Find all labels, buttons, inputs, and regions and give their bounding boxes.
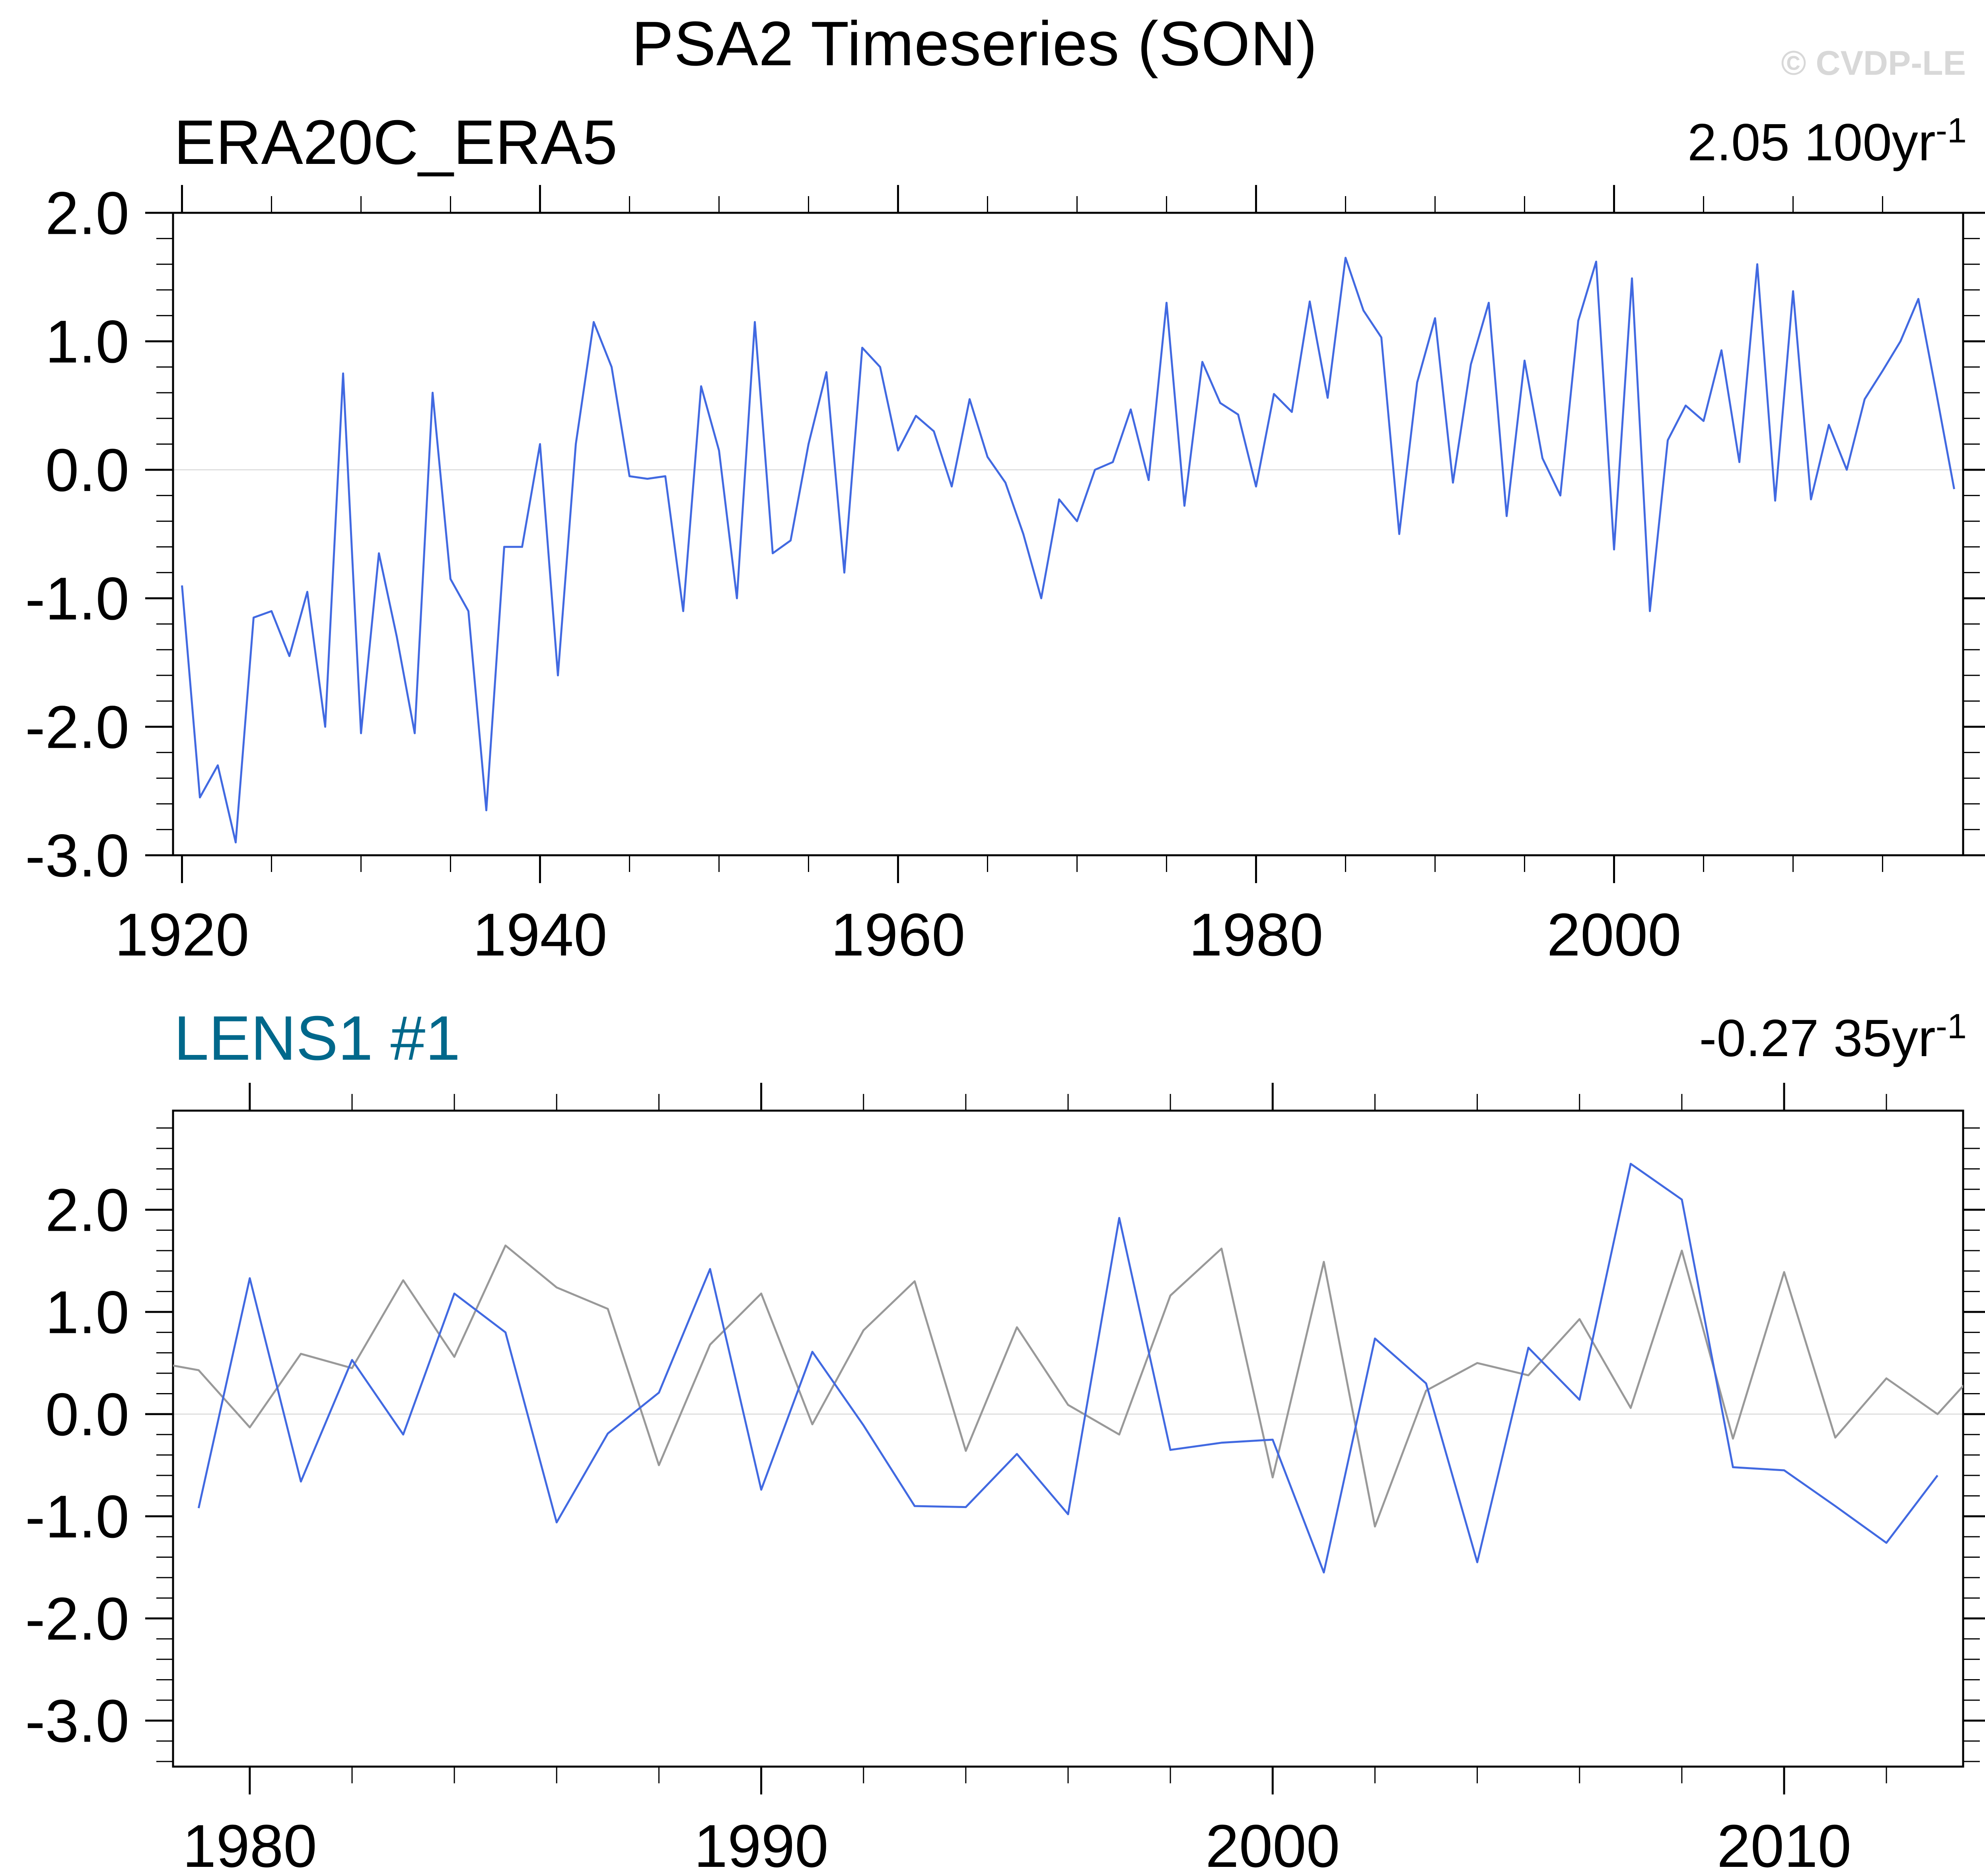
x-axis-tick-label: 1940: [473, 901, 607, 969]
y-axis-tick-label: 0.0: [45, 436, 129, 504]
x-axis-tick-label: 1960: [831, 901, 965, 969]
y-axis-tick-label: 2.0: [45, 179, 129, 247]
y-axis-tick-label: 1.0: [45, 308, 129, 376]
panel2-trend-exponent: -1: [1935, 1006, 1967, 1046]
y-axis-tick-label: -2.0: [25, 693, 129, 761]
y-axis-tick-label: -1.0: [25, 1483, 129, 1551]
panel2-label: LENS1 #1: [174, 1003, 461, 1073]
panel2-trend: -0.27 35yr-1: [1699, 1008, 1967, 1068]
timeseries-line-lens1-1: [197, 1163, 1938, 1574]
chart-title: PSA2 Timeseries (SON): [631, 9, 1318, 79]
panel2-trend-value: -0.27: [1699, 1009, 1819, 1067]
panel1-trend-exponent: -1: [1935, 111, 1967, 150]
panel2-plot: 2.0 1.0 0.0 -1.0 -2.0 -3.0 1980 1990 2000 2010: [25, 1083, 1985, 1876]
x-axis-tick-label: 1980: [183, 1812, 317, 1876]
y-axis-tick-label: -3.0: [25, 1687, 129, 1755]
x-axis-tick-label: 2010: [1717, 1812, 1851, 1876]
panel1-plot: 2.0 1.0 0.0 -1.0 -2.0 -3.0 1920 1940 1960 1980 200…: [25, 179, 1985, 969]
panel1-label: ERA20C_ERA5: [174, 107, 618, 177]
x-axis-tick-label: 1990: [694, 1812, 829, 1876]
plot-frame: [172, 1109, 1964, 1768]
panel1-trend-value: 2.05: [1687, 113, 1790, 171]
x-axis-tick-label: 1980: [1189, 901, 1323, 969]
panel2-trend-unit: 35yr: [1833, 1009, 1936, 1067]
x-axis-tick-label: 2000: [1205, 1812, 1340, 1876]
y-axis-tick-label: -2.0: [25, 1585, 129, 1653]
x-axis-tick-label: 1920: [115, 901, 249, 969]
y-axis-tick-label: 1.0: [45, 1279, 129, 1346]
panel1-trend-unit: 100yr: [1804, 113, 1936, 171]
y-axis-tick-label: 2.0: [45, 1176, 129, 1244]
panel1-trend: 2.05 100yr-1: [1687, 112, 1967, 172]
timeseries-line-era20c-era5: [181, 257, 1955, 844]
timeseries-line-era20c-era5-obs-overlay: [173, 1244, 1963, 1528]
x-axis-tick-label: 2000: [1547, 901, 1681, 969]
y-axis-tick-label: -3.0: [25, 822, 129, 889]
plot-frame: [172, 212, 1964, 856]
y-axis-tick-label: 0.0: [45, 1381, 129, 1448]
watermark: © CVDP-LE: [1781, 44, 1966, 82]
y-axis-tick-label: -1.0: [25, 565, 129, 632]
